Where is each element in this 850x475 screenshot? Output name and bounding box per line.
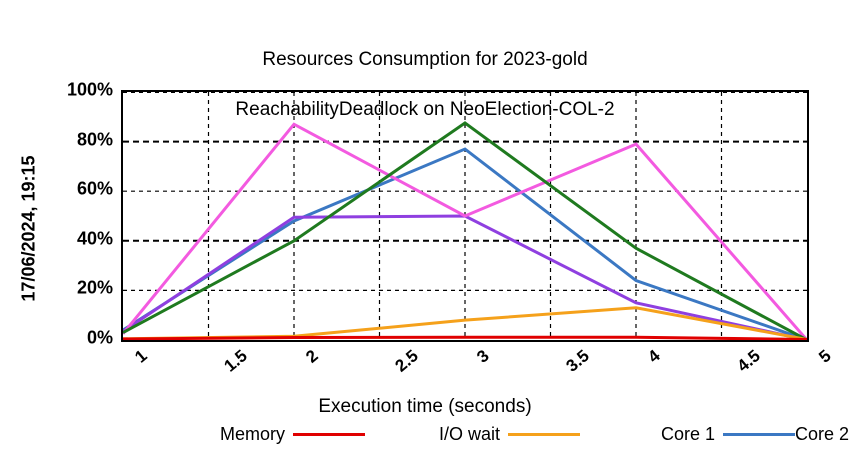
x-tick-label: 2	[302, 346, 322, 367]
legend-label: Memory	[219, 423, 285, 444]
legend-color-swatch	[293, 432, 365, 436]
y-tick-label: 0%	[86, 327, 113, 348]
x-tick-label: 1	[131, 346, 151, 367]
page-title: Resources Consumption for 2023-gold Reac…	[0, 22, 850, 147]
x-tick-label: 4.5	[733, 346, 764, 376]
x-tick-label: 3	[473, 346, 493, 367]
legend-label: Core 1	[660, 423, 715, 444]
y-tick-label: 40%	[76, 228, 113, 249]
legend-label: Core 2	[795, 423, 850, 444]
x-tick-label: 2.5	[391, 346, 422, 376]
legend-entry[interactable]: I/O wait	[365, 422, 580, 446]
series-line-core-1	[123, 147, 807, 340]
title-line-2: ReachabilityDeadlock on NeoElection-COL-…	[235, 99, 615, 120]
legend-label: I/O wait	[438, 423, 500, 444]
series-line-memory	[123, 335, 807, 340]
chart-canvas	[123, 92, 807, 340]
y-tick-label: 60%	[76, 178, 113, 199]
legend-entry[interactable]: Core 2	[795, 422, 850, 446]
series-line-core-3	[123, 122, 807, 340]
y-tick-label: 80%	[76, 129, 113, 150]
legend-color-swatch	[723, 432, 795, 436]
x-tick-label: 3.5	[562, 346, 593, 376]
plot-area	[121, 90, 809, 342]
series-line-core-4	[123, 121, 807, 340]
legend-color-swatch	[508, 432, 580, 436]
x-tick-label: 4	[644, 346, 664, 367]
x-axis-title: Execution time (seconds)	[318, 396, 532, 417]
x-tick-label: 5	[815, 346, 835, 367]
x-tick-label: 1.5	[220, 346, 251, 376]
y-axis-tick-labels: 0% 20% 40% 60% 80% 100%	[0, 0, 113, 475]
legend-entry[interactable]: Memory	[150, 422, 365, 446]
title-line-1: Resources Consumption for 2023-gold	[262, 49, 588, 70]
y-tick-label: 20%	[76, 277, 113, 298]
y-tick-label: 100%	[66, 79, 113, 100]
legend-entry[interactable]: Core 1	[580, 422, 795, 446]
